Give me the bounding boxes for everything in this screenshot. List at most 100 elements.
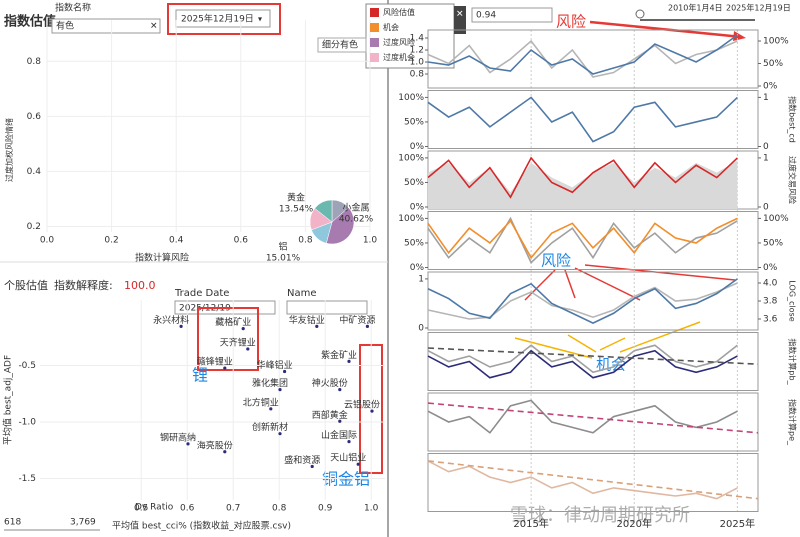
slider-handle[interactable] [635, 9, 645, 19]
point-label: 赣锋锂业 [197, 356, 233, 368]
point-label: 永兴材料 [153, 314, 189, 326]
trend-line [427, 460, 759, 500]
point [278, 388, 282, 392]
filter-box[interactable] [317, 37, 367, 53]
y2-tick-label: 1 [763, 93, 769, 103]
popup-close[interactable] [454, 6, 466, 34]
y-tick-label: 1.0 [410, 58, 425, 68]
pie-label: 铝 [278, 241, 287, 253]
annotation: 风险 [556, 13, 586, 31]
y-tick-label: 100% [398, 153, 424, 163]
legend-popup [365, 3, 455, 69]
point [269, 407, 273, 411]
panel-frame [427, 90, 759, 149]
x-tick-label: 0.6 [234, 236, 249, 246]
point [310, 464, 314, 469]
point-label: 紫金矿业 [321, 349, 357, 361]
line [427, 278, 738, 324]
point [246, 347, 250, 351]
point-label: 天山铝业 [330, 452, 366, 464]
date-value: 2025年12月19日 [181, 13, 254, 25]
y-tick-label: 0.6 [27, 112, 42, 122]
point-label: 藏格矿业 [215, 316, 251, 328]
line [427, 460, 738, 500]
x-tick-label: 2015年 [513, 517, 548, 530]
y-tick-label: 0.4 [27, 167, 42, 177]
point [241, 326, 245, 331]
panel-frame [427, 271, 759, 331]
point-label: 华峰铝业 [257, 359, 293, 371]
pie-value: 15.01% [266, 254, 301, 264]
y2-tick-label: 100% [763, 214, 789, 224]
close-icon: ✕ [456, 10, 464, 20]
filter-label: 指数名称 [55, 2, 91, 14]
filter-input[interactable] [51, 18, 161, 34]
x-tick-label: 1.0 [364, 504, 379, 514]
point-label: 天齐锂业 [220, 336, 256, 348]
panel-frame [427, 392, 759, 452]
threshold-input[interactable] [471, 7, 553, 23]
line [427, 34, 738, 75]
size-label: Dv Ratio [135, 503, 174, 513]
highlight-box [167, 3, 281, 35]
legend-swatch [370, 53, 379, 62]
explain-value: 100.0 [124, 279, 156, 292]
panel-frame [427, 211, 759, 270]
legend-label: 过度风险 [383, 37, 415, 47]
point [356, 462, 360, 466]
name-input[interactable] [286, 300, 368, 315]
legend-swatch [370, 8, 379, 17]
pie-value: 40.62% [339, 215, 374, 225]
y2-tick-label: 0 [763, 203, 769, 213]
y2-tick-label: 3.6 [763, 315, 778, 325]
point-label: 雅化集团 [252, 377, 288, 389]
x-tick-label: 0.4 [169, 236, 184, 246]
y-tick-label: 0% [410, 142, 425, 152]
line [427, 217, 738, 260]
y-tick-label: 0.2 [27, 222, 41, 232]
date-dropdown[interactable] [175, 9, 271, 28]
legend-swatch [370, 23, 379, 32]
y2-tick-label: 50% [763, 59, 783, 69]
area [428, 160, 738, 209]
point-label: 神火股份 [312, 377, 348, 389]
size-min: 618 [4, 518, 21, 528]
panel-frame [427, 29, 759, 89]
point [338, 388, 342, 392]
y-tick-label: 0.8 [27, 57, 42, 67]
point [278, 432, 282, 436]
clear-icon[interactable]: ✕ [150, 22, 158, 32]
y2-tick-label: 0% [763, 82, 778, 92]
y-tick-label: 1 [418, 274, 424, 284]
legend-label: 风险估值 [383, 7, 415, 17]
pie-label: 小金属 [342, 202, 369, 214]
filter-value: 有色 [56, 20, 74, 32]
y-tick-label: 50% [404, 238, 424, 248]
dropdown-arrow: ▾ [258, 15, 262, 24]
pie-slice [326, 207, 355, 245]
point [223, 366, 227, 370]
y2-axis-label: 指数best_cd [788, 96, 798, 143]
y2-tick-label: 50% [763, 238, 783, 248]
y-tick-label: 0% [410, 263, 425, 273]
title: 个股估值 [4, 279, 48, 292]
field-label: Trade Date [174, 288, 229, 299]
x-tick-label: 0.5 [134, 504, 148, 514]
trend-line [427, 347, 759, 365]
y2-axis-label: 指数计算pb_ [788, 338, 798, 385]
explain-label: 指数解释度: [54, 278, 113, 292]
x-tick-label: 1.0 [363, 236, 378, 246]
y-tick-label: 50% [404, 178, 424, 188]
x-axis-label: 指数计算风险 [135, 252, 189, 264]
slider-start: 2010年1月4日 [668, 3, 723, 13]
x-tick-label: 0.8 [272, 504, 287, 514]
y-tick-label: 0.8 [410, 70, 425, 80]
slider-end: 2025年12月19日 [726, 3, 791, 13]
point-label: 华友钴业 [289, 314, 325, 326]
x-axis-label: 平均值 best_cci% (指数收益_对应股票.csv) [112, 520, 291, 532]
point [338, 419, 342, 423]
line [427, 39, 738, 78]
y-tick-label: -1.5 [18, 474, 36, 484]
panel-frame [427, 453, 759, 512]
